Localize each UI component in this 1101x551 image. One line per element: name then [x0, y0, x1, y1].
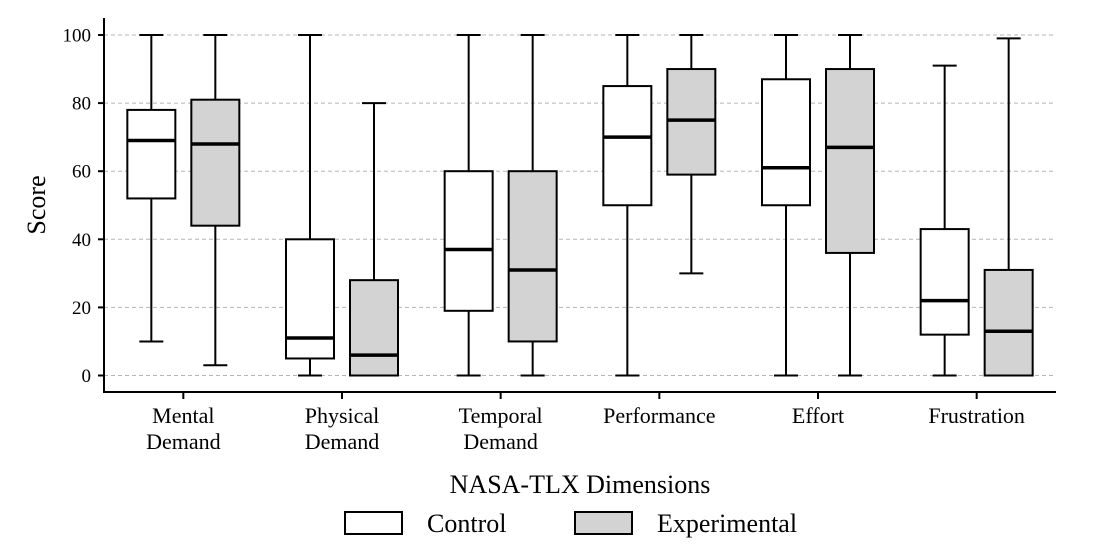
x-tick-label-line: Demand [305, 429, 380, 454]
box-control-3 [602, 34, 653, 377]
x-tick-label-line: Mental [152, 403, 214, 428]
box-experimental-5 [983, 37, 1034, 377]
x-tick-label-line: Temporal [459, 403, 543, 428]
box-iqr [602, 85, 653, 207]
x-tick-label-4: Effort [792, 403, 844, 428]
box-control-0 [126, 34, 177, 343]
box-iqr [983, 268, 1034, 377]
x-tick-label-line: Frustration [928, 403, 1025, 428]
y-tick-label-20: 20 [72, 298, 91, 319]
y-tick-label-60: 60 [72, 162, 91, 183]
x-tick-label-line: Demand [146, 429, 221, 454]
x-axis-title: NASA-TLX Dimensions [450, 470, 711, 499]
x-tick-label-3: Performance [603, 403, 715, 428]
box-iqr [919, 228, 970, 336]
box-control-1 [285, 34, 335, 377]
x-tick-label-line: Effort [792, 403, 844, 428]
x-tick-label-1: Physical Demand [305, 403, 380, 454]
legend-swatch-control [344, 511, 403, 535]
x-tick-label-0: Mental Demand [146, 403, 221, 454]
y-tick-label-100: 100 [63, 26, 92, 47]
x-tick-label-2: Temporal Demand [459, 403, 543, 454]
y-ticks: 0 20 40 60 80 100 [63, 26, 104, 387]
box-iqr [507, 170, 558, 343]
y-axis-title: Score [22, 175, 51, 234]
box-iqr [285, 238, 335, 360]
x-tick-label-line: Demand [463, 429, 538, 454]
box-iqr [190, 98, 241, 227]
y-tick-label-0: 0 [82, 366, 92, 387]
y-tick-label-40: 40 [72, 230, 91, 251]
legend-label-control: Control [427, 509, 506, 538]
box-experimental-2 [507, 34, 558, 377]
axes [103, 18, 1056, 393]
x-tick-label-line: Performance [603, 403, 715, 428]
box-iqr [126, 108, 177, 200]
box-control-4 [761, 34, 811, 377]
x-tick-label-5: Frustration [928, 403, 1025, 428]
y-tick-label-80: 80 [72, 94, 91, 115]
box-experimental-0 [190, 34, 241, 367]
box-control-2 [443, 34, 494, 377]
x-tick-label-line: Physical [305, 403, 380, 428]
box-iqr [349, 279, 399, 377]
legend-swatch-experimental [574, 511, 633, 535]
box-control-5 [919, 64, 970, 377]
box-experimental-1 [349, 102, 399, 377]
boxes [126, 34, 1034, 377]
box-iqr [443, 170, 494, 312]
box-experimental-3 [666, 34, 717, 275]
box-iqr [825, 68, 875, 254]
legend-label-experimental: Experimental [657, 509, 797, 538]
box-iqr [761, 78, 811, 207]
box-experimental-4 [825, 34, 875, 377]
legend: Control Experimental [344, 509, 797, 538]
gridlines [104, 34, 1056, 376]
